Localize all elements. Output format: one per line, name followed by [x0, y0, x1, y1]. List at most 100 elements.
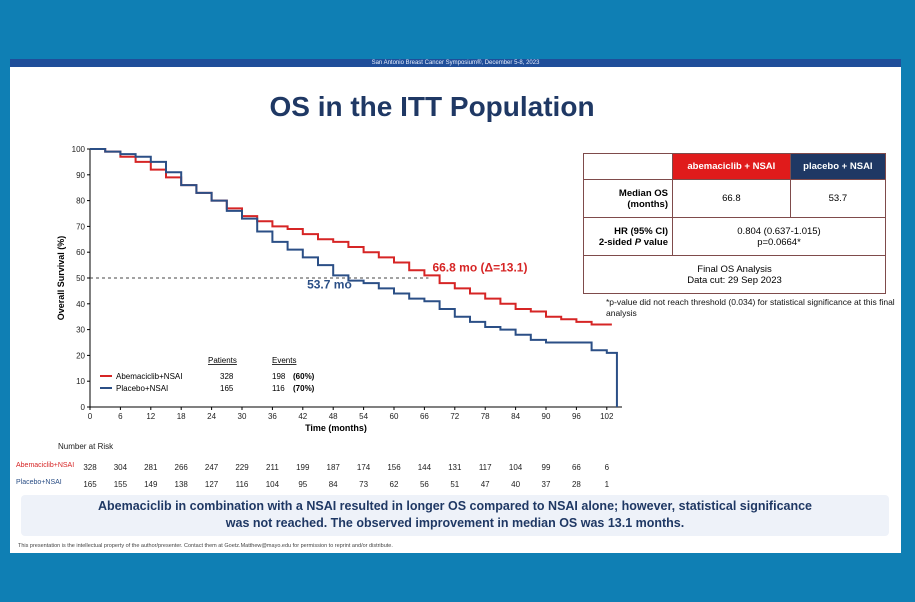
footer-disclaimer: This presentation is the intellectual pr… [18, 543, 393, 549]
x-tick-label: 96 [572, 412, 581, 421]
risk-value: 95 [298, 480, 307, 489]
y-tick-label: 70 [76, 222, 85, 231]
x-tick-label: 12 [146, 412, 155, 421]
x-tick-label: 6 [118, 412, 123, 421]
y-tick-label: 30 [76, 326, 85, 335]
x-tick-label: 72 [450, 412, 459, 421]
risk-value: 51 [450, 480, 459, 489]
stats-header-placebo: placebo + NSAI [789, 153, 887, 180]
x-tick-label: 24 [207, 412, 216, 421]
x-tick-label: 54 [359, 412, 368, 421]
risk-value: 1 [605, 480, 610, 489]
risk-value: 66 [572, 463, 581, 472]
x-tick-label: 60 [390, 412, 399, 421]
risk-value: 28 [572, 480, 581, 489]
y-tick-label: 100 [72, 145, 86, 154]
final-analysis-cell: Final OS Analysis Data cut: 29 Sep 2023 [583, 255, 886, 294]
km-survival-chart: 0 6 12 18 24 30 36 42 48 54 60 66 72 78 84 90 96 10201020… [56, 145, 622, 489]
hr-label-value: value [641, 236, 668, 248]
risk-value: 56 [420, 480, 429, 489]
slide-title: OS in the ITT Population [269, 91, 595, 122]
x-tick-label: 36 [268, 412, 277, 421]
risk-value: 174 [357, 463, 371, 472]
legend-events-pct: (60%) [293, 372, 315, 381]
y-tick-label: 80 [76, 197, 85, 206]
y-tick-label: 50 [76, 274, 85, 283]
x-tick-label: 84 [511, 412, 520, 421]
final-analysis-label: Final OS Analysis [697, 263, 772, 275]
risk-value: 328 [83, 463, 97, 472]
series-line-placebo [90, 148, 618, 407]
risk-value: 37 [542, 480, 551, 489]
legend-events: 116 [272, 384, 285, 393]
x-tick-label: 102 [600, 412, 614, 421]
conclusion-banner: Abemaciclib in combination with a NSAI r… [21, 495, 889, 536]
y-tick-label: 90 [76, 171, 85, 180]
risk-value: 187 [327, 463, 341, 472]
risk-value: 199 [296, 463, 310, 472]
legend-label: Placebo+NSAI [116, 384, 168, 393]
risk-value: 127 [205, 480, 219, 489]
risk-value: 47 [481, 480, 490, 489]
risk-value: 144 [418, 463, 432, 472]
median-os-label-line2: (months) [627, 198, 668, 210]
hr-label-line1: HR (95% CI) [614, 225, 668, 237]
p-value: p=0.0664* [757, 236, 801, 248]
y-tick-label: 20 [76, 351, 85, 360]
conference-header: San Antonio Breast Cancer Symposium®, De… [10, 59, 901, 67]
risk-value: 304 [114, 463, 128, 472]
risk-value: 156 [387, 463, 401, 472]
legend-header-patients: Patients [208, 356, 237, 365]
x-tick-label: 66 [420, 412, 429, 421]
risk-value: 104 [509, 463, 523, 472]
median-os-abema: 66.8 [672, 179, 791, 218]
risk-value: 229 [235, 463, 249, 472]
y-tick-label: 0 [81, 403, 86, 412]
legend-events: 198 [272, 372, 286, 381]
risk-value: 84 [329, 480, 338, 489]
risk-value: 165 [83, 480, 97, 489]
y-tick-label: 10 [76, 377, 85, 386]
risk-value: 138 [175, 480, 189, 489]
x-tick-label: 90 [542, 412, 551, 421]
annotation-median-placebo: 53.7 mo [307, 277, 352, 291]
slide: San Antonio Breast Cancer Symposium®, De… [10, 59, 901, 553]
median-os-placebo: 53.7 [789, 179, 887, 218]
footnote: *p-value did not reach threshold (0.034)… [606, 297, 895, 318]
conclusion-line1: Abemaciclib in combination with a NSAI r… [97, 499, 813, 513]
annotation-median-abema: 66.8 mo (Δ=13.1) [432, 261, 527, 275]
x-axis-label: Time (months) [305, 423, 367, 433]
risk-value: 73 [359, 480, 368, 489]
hr-value-cell: 0.804 (0.637-1.015) p=0.0664* [672, 217, 886, 256]
x-tick-label: 48 [329, 412, 338, 421]
y-axis-label: Overall Survival (%) [56, 236, 66, 321]
series-line-abemaciclib [90, 148, 612, 326]
risk-value: 104 [266, 480, 280, 489]
legend-patients: 165 [220, 384, 234, 393]
legend-label: Abemaciclib+NSAI [116, 372, 182, 381]
risk-value: 117 [479, 463, 492, 472]
risk-row-label-abema: Abemaciclib+NSAI [16, 462, 75, 469]
hr-value: 0.804 (0.637-1.015) [737, 225, 821, 237]
x-tick-label: 78 [481, 412, 490, 421]
stats-table: abemaciclib + NSAI placebo + NSAI Median… [583, 153, 887, 294]
x-tick-label: 42 [298, 412, 307, 421]
risk-table-title: Number at Risk [58, 442, 114, 451]
conclusion-line2: was not reached. The observed improvemen… [225, 516, 685, 530]
risk-value: 6 [605, 463, 610, 472]
x-tick-label: 0 [88, 412, 93, 421]
risk-value: 247 [205, 463, 219, 472]
hr-label-2sided: 2-sided [598, 236, 635, 248]
legend-patients: 328 [220, 372, 234, 381]
y-tick-label: 60 [76, 248, 85, 257]
risk-row-label-placebo: Placebo+NSAI [16, 479, 62, 486]
risk-value: 99 [542, 463, 551, 472]
risk-value: 281 [144, 463, 158, 472]
risk-value: 40 [511, 480, 520, 489]
legend-events-pct: (70%) [293, 384, 315, 393]
risk-value: 62 [390, 480, 399, 489]
x-tick-label: 30 [238, 412, 247, 421]
median-os-label-line1: Median OS [618, 187, 668, 199]
risk-value: 155 [114, 480, 128, 489]
data-cut-label: Data cut: 29 Sep 2023 [687, 274, 782, 286]
